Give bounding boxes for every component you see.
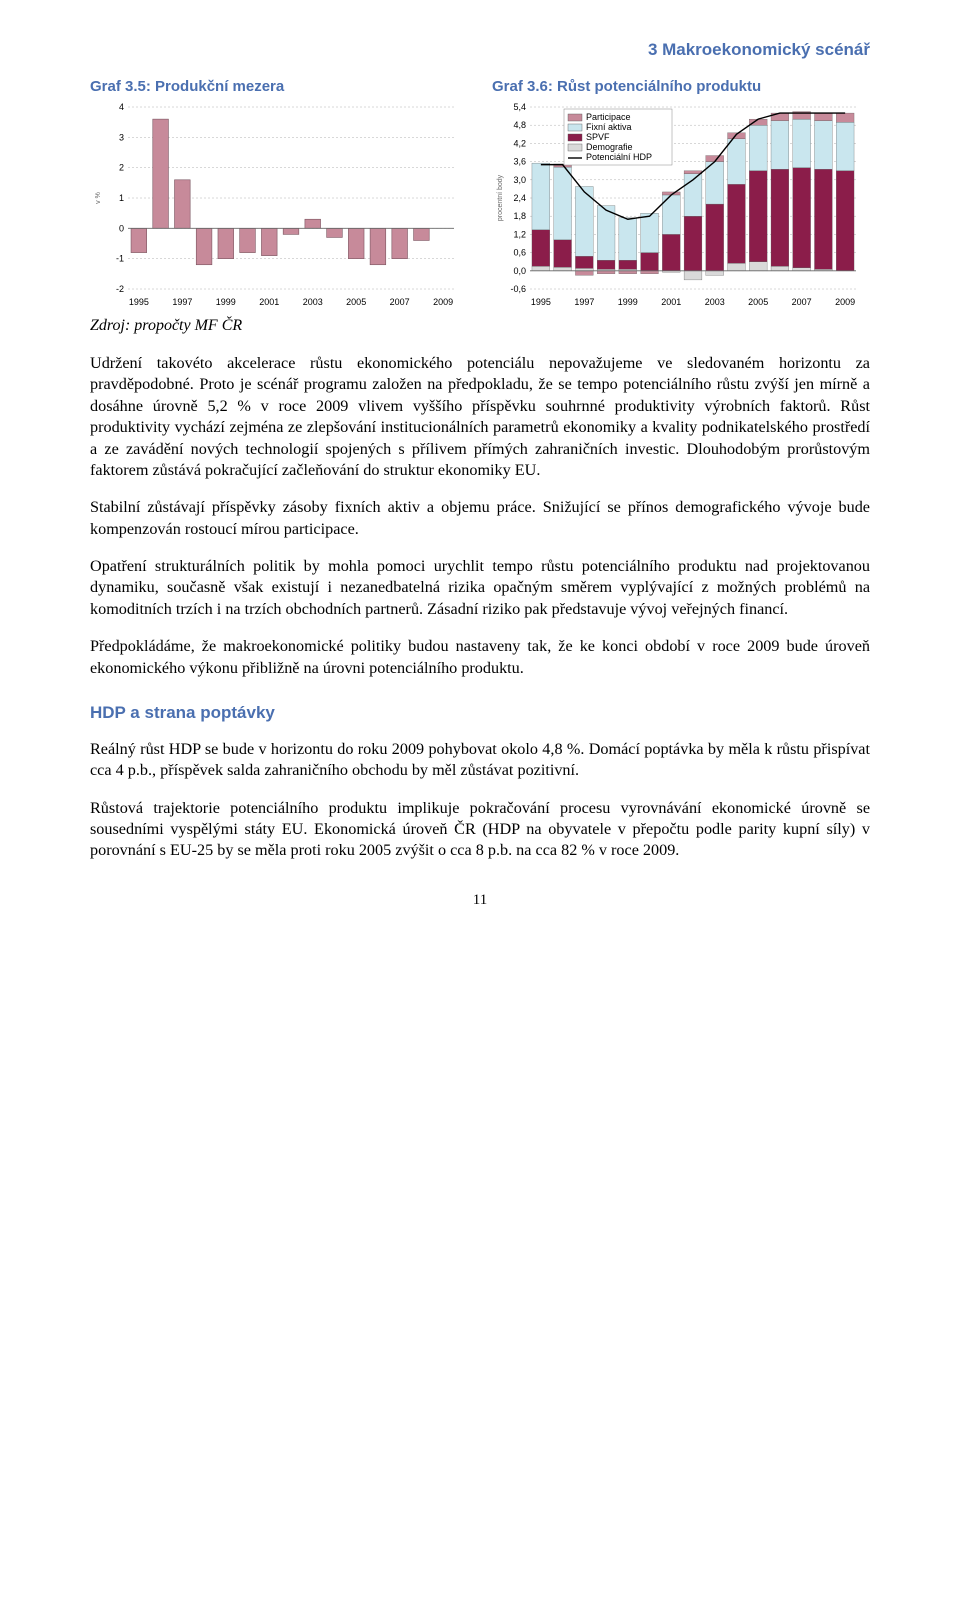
svg-text:1: 1 bbox=[119, 193, 124, 203]
svg-text:2001: 2001 bbox=[661, 297, 681, 307]
svg-text:Fixní aktiva: Fixní aktiva bbox=[586, 122, 632, 132]
svg-text:1999: 1999 bbox=[618, 297, 638, 307]
svg-text:0,0: 0,0 bbox=[513, 266, 526, 276]
svg-text:v %: v % bbox=[95, 192, 102, 204]
svg-text:4,8: 4,8 bbox=[513, 120, 526, 130]
svg-text:2005: 2005 bbox=[346, 297, 366, 307]
chart-source: Zdroj: propočty MF ČR bbox=[90, 317, 870, 335]
svg-text:2005: 2005 bbox=[748, 297, 768, 307]
svg-text:Participace: Participace bbox=[586, 112, 631, 122]
svg-text:3,0: 3,0 bbox=[513, 175, 526, 185]
svg-text:5,4: 5,4 bbox=[513, 102, 526, 112]
page-number: 11 bbox=[90, 892, 870, 909]
svg-text:2: 2 bbox=[119, 163, 124, 173]
svg-text:-2: -2 bbox=[116, 284, 124, 294]
svg-text:2007: 2007 bbox=[390, 297, 410, 307]
svg-text:2003: 2003 bbox=[705, 297, 725, 307]
svg-text:3,6: 3,6 bbox=[513, 157, 526, 167]
svg-text:0: 0 bbox=[119, 223, 124, 233]
chart-left-svg: -2 -1 0 1 2 3 4 v % 1995 1997 1999 2001 2003 2005 2007… bbox=[90, 101, 460, 311]
paragraph-1: Udržení takovéto akcelerace růstu ekonom… bbox=[90, 353, 870, 481]
paragraph-4: Předpokládáme, že makroekonomické politi… bbox=[90, 636, 870, 679]
svg-text:2001: 2001 bbox=[259, 297, 279, 307]
section-header: 3 Makroekonomický scénář bbox=[90, 40, 870, 60]
chart-left-title: Graf 3.5: Produkční mezera bbox=[90, 78, 468, 95]
svg-text:3: 3 bbox=[119, 132, 124, 142]
svg-text:2009: 2009 bbox=[835, 297, 855, 307]
chart-right-svg: -0,6 0,0 0,6 1,2 1,8 2,4 3,0 3,6 4,2 4,8 5,4 procen… bbox=[492, 101, 862, 311]
chart-right-title: Graf 3.6: Růst potenciálního produktu bbox=[492, 78, 870, 95]
section-hdp-title: HDP a strana poptávky bbox=[90, 703, 870, 723]
charts-container: Graf 3.5: Produkční mezera -2 -1 0 1 2 3 4 v % 1… bbox=[90, 78, 870, 311]
svg-text:1,2: 1,2 bbox=[513, 229, 526, 239]
svg-text:procentní body: procentní body bbox=[497, 174, 504, 221]
svg-text:1999: 1999 bbox=[216, 297, 236, 307]
paragraph-2: Stabilní zůstávají příspěvky zásoby fixn… bbox=[90, 497, 870, 540]
svg-text:Potenciální HDP: Potenciální HDP bbox=[586, 152, 652, 162]
svg-text:0,6: 0,6 bbox=[513, 248, 526, 258]
svg-text:SPVF: SPVF bbox=[586, 132, 610, 142]
svg-text:-0,6: -0,6 bbox=[510, 284, 526, 294]
svg-text:1997: 1997 bbox=[574, 297, 594, 307]
paragraph-6: Růstová trajektorie potenciálního produk… bbox=[90, 798, 870, 862]
svg-text:Demografie: Demografie bbox=[586, 142, 633, 152]
svg-text:1997: 1997 bbox=[172, 297, 192, 307]
svg-text:1995: 1995 bbox=[129, 297, 149, 307]
paragraph-3: Opatření strukturálních politik by mohla… bbox=[90, 556, 870, 620]
svg-text:1,8: 1,8 bbox=[513, 211, 526, 221]
svg-text:-1: -1 bbox=[116, 254, 124, 264]
svg-text:2009: 2009 bbox=[433, 297, 453, 307]
svg-text:1995: 1995 bbox=[531, 297, 551, 307]
svg-text:2,4: 2,4 bbox=[513, 193, 526, 203]
chart-right-block: Graf 3.6: Růst potenciálního produktu -0… bbox=[492, 78, 870, 311]
paragraph-5: Reálný růst HDP se bude v horizontu do r… bbox=[90, 739, 870, 782]
svg-text:4,2: 4,2 bbox=[513, 138, 526, 148]
chart-left-block: Graf 3.5: Produkční mezera -2 -1 0 1 2 3 4 v % 1… bbox=[90, 78, 468, 311]
svg-text:2003: 2003 bbox=[303, 297, 323, 307]
svg-text:2007: 2007 bbox=[792, 297, 812, 307]
svg-text:4: 4 bbox=[119, 102, 124, 112]
